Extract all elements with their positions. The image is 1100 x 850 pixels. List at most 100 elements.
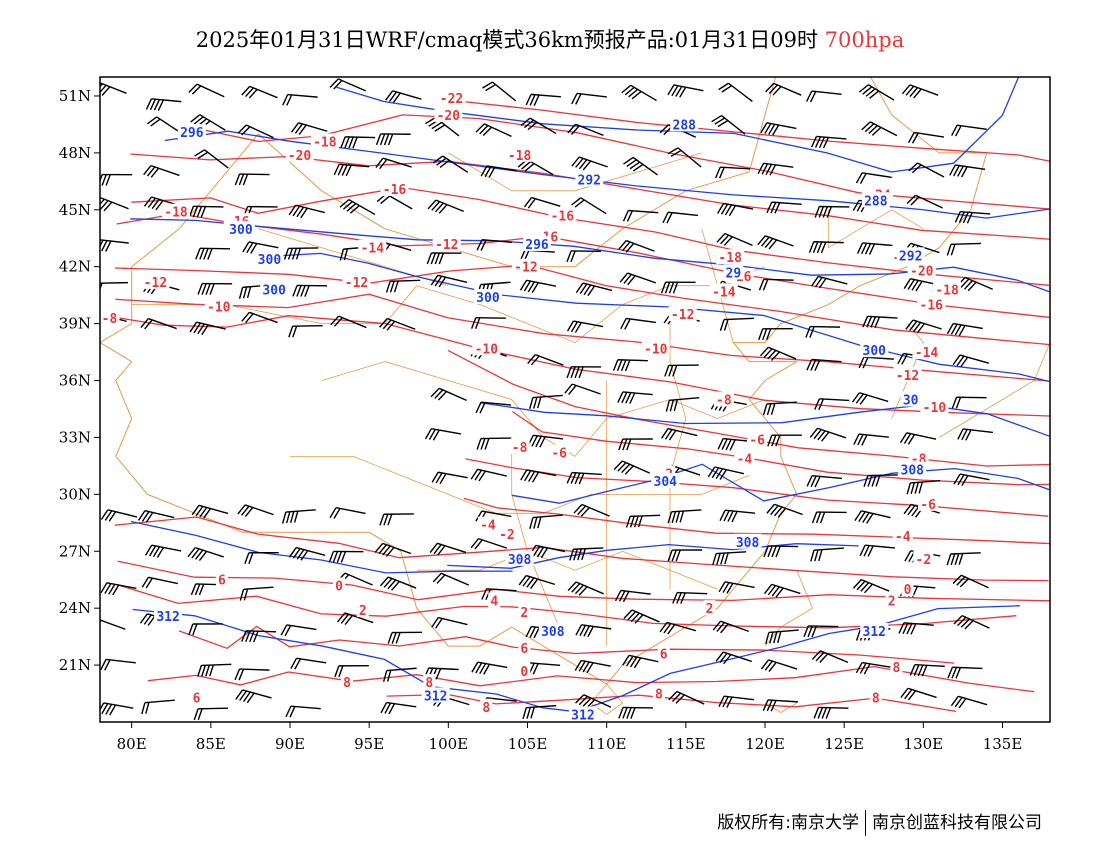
wind-barb-feather (633, 515, 639, 528)
wind-barb-feather (253, 630, 259, 643)
wind-barb (567, 581, 604, 596)
wind-barb-feather (767, 434, 773, 447)
wind-barb (100, 82, 127, 96)
wind-barb-feather (912, 322, 922, 333)
temperature-label-bg (480, 698, 493, 714)
wind-barb-feather (818, 206, 825, 218)
wind-barb-feather (431, 471, 439, 483)
wind-barb (191, 504, 229, 519)
wind-barb-feather (805, 90, 813, 102)
wind-barb (951, 124, 987, 137)
province-border (938, 342, 1050, 438)
wind-barb-shaft (526, 158, 554, 176)
wind-barb-feather (529, 517, 534, 530)
wind-barb-feather (961, 475, 969, 487)
wind-barb-feather (198, 583, 205, 596)
temperature-label: -18 (718, 251, 742, 266)
wind-barb-feather (960, 618, 970, 628)
wind-barb-feather (906, 194, 916, 204)
wind-barb-shaft (480, 437, 511, 440)
temperature-isoline (147, 665, 1035, 693)
wind-barb-feather (660, 281, 667, 294)
wind-barb (387, 631, 423, 644)
wind-barb (622, 654, 659, 669)
temperature-label: -4 (737, 452, 753, 467)
wind-barb-feather (724, 552, 729, 565)
wind-barb-feather (432, 429, 440, 441)
wind-barb (813, 706, 849, 719)
wind-barb-shaft (903, 622, 934, 626)
wind-barb-shaft (579, 156, 608, 168)
wind-barb-feather (380, 702, 388, 714)
wind-barb-feather (904, 550, 912, 562)
province-border (448, 152, 702, 192)
wind-barb-shaft (910, 479, 941, 484)
wind-barb-shaft (765, 235, 794, 247)
temperature-label-bg (890, 658, 903, 674)
wind-barb-feather (430, 252, 437, 265)
wind-barb-shaft (766, 122, 797, 130)
wind-barb (432, 155, 469, 173)
wind-barb-feather (430, 274, 439, 286)
wind-barb-shaft (576, 92, 607, 98)
temperature-label: -12 (896, 369, 919, 384)
wind-barb-shaft (482, 238, 513, 244)
wind-barb-feather (811, 275, 819, 287)
wind-barb-feather (197, 151, 209, 160)
temperature-label-bg (204, 298, 233, 314)
temperature-label-bg (703, 600, 716, 616)
wind-barb-feather (100, 509, 109, 520)
temperature-isoline (115, 293, 1049, 382)
wind-barb (430, 274, 468, 288)
wind-barb (667, 84, 704, 98)
wind-barb-shaft (571, 471, 602, 476)
wind-barb-feather (951, 397, 958, 409)
wind-barb-shaft (773, 82, 802, 96)
wind-barb (431, 616, 468, 629)
wind-barb-shaft (630, 514, 661, 518)
temperature-label: 8 (893, 661, 901, 676)
wind-barb-shaft (820, 650, 849, 664)
temperature-label-bg (548, 207, 577, 223)
wind-barb-feather (105, 174, 111, 186)
wind-barb-feather (868, 243, 876, 255)
temperature-label: -2 (916, 553, 932, 568)
wind-barb-feather (294, 123, 303, 134)
wind-barb-feather (531, 471, 540, 483)
wind-barb-feather (566, 472, 573, 484)
wind-barb (575, 282, 613, 297)
geopotential-label-bg (177, 124, 206, 140)
wind-barb-shaft (526, 279, 557, 287)
wind-barb-feather (329, 507, 337, 519)
wind-barb-feather (526, 707, 531, 719)
wind-barb-feather (731, 511, 738, 523)
wind-barb-feather (238, 173, 245, 186)
wind-barb-feather (821, 707, 828, 719)
wind-barb-feather (334, 665, 340, 678)
wind-barb (282, 93, 318, 106)
wind-barb-feather (852, 200, 860, 211)
temperature-label: -4 (895, 530, 911, 545)
wind-barb-feather (957, 616, 967, 627)
wind-barb-feather (954, 125, 962, 137)
wind-barb (862, 315, 898, 329)
wind-barb-feather (108, 583, 116, 595)
temperature-label: -6 (749, 433, 765, 448)
wind-barb-feather (288, 547, 297, 558)
wind-barb (660, 281, 696, 294)
wind-barb-feather (384, 702, 392, 714)
wind-barb (241, 85, 278, 99)
wind-barb (571, 156, 608, 171)
wind-barb (711, 114, 746, 135)
wind-barb (659, 621, 697, 635)
wind-barb (241, 311, 278, 324)
wind-barb (762, 401, 797, 416)
wind-barb-feather (764, 123, 772, 134)
wind-barb-feather (717, 203, 725, 214)
wind-barb (476, 238, 513, 251)
wind-barb-shaft (533, 434, 564, 440)
wind-barb-feather (770, 403, 776, 415)
wind-barb-feather (906, 623, 913, 635)
wind-barb-shaft (244, 504, 274, 516)
wind-barb-feather (586, 662, 594, 674)
